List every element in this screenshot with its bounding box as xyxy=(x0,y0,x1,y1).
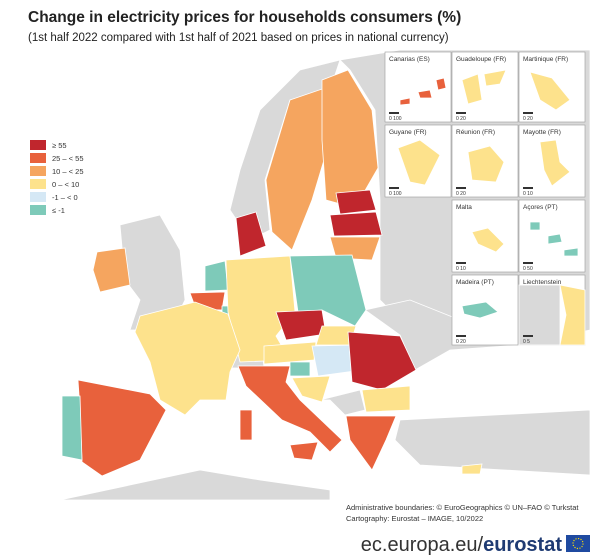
slovenia xyxy=(289,361,311,377)
credit: Administrative boundaries: © EuroGeograp… xyxy=(346,503,579,512)
finland xyxy=(321,69,379,209)
scale-bar xyxy=(523,262,533,264)
martinique xyxy=(529,71,571,111)
latvia xyxy=(329,211,383,237)
scale-label: 0 100 xyxy=(389,191,402,197)
scale-bar xyxy=(456,335,466,337)
denmark xyxy=(235,211,267,257)
ireland xyxy=(92,247,131,293)
land xyxy=(319,389,366,416)
legend-label: -1 – < 0 xyxy=(52,193,78,202)
scale-label: 0 20 xyxy=(456,339,466,345)
estonia xyxy=(335,189,377,215)
scale-label: 0 20 xyxy=(456,191,466,197)
scale-label: 0 100 xyxy=(389,116,402,122)
land xyxy=(394,409,591,476)
legend-swatch xyxy=(30,192,46,202)
canarias xyxy=(417,89,433,99)
acores xyxy=(529,221,541,231)
legend-label: ≤ -1 xyxy=(52,206,65,215)
inset-label: Mayotte (FR) xyxy=(523,129,561,136)
croatia xyxy=(291,375,331,403)
eu-stars xyxy=(572,537,584,550)
reunion xyxy=(467,145,505,183)
mayotte xyxy=(539,139,571,187)
sicily xyxy=(289,441,319,461)
liechtenstein xyxy=(559,284,586,346)
scale-label: 0 10 xyxy=(456,266,466,272)
guadeloupe xyxy=(461,73,483,105)
legend-swatch xyxy=(30,166,46,176)
scale-bar xyxy=(456,112,466,114)
subtitle: (1st half 2022 compared with 1st half of… xyxy=(28,32,449,44)
legend: ≥ 55 25 – < 55 10 – < 25 0 – < 10 -1 – < 0 ≤ … xyxy=(30,140,84,215)
title: Change in electricity prices for househo… xyxy=(28,9,461,26)
france xyxy=(134,301,241,416)
legend-swatch xyxy=(30,179,46,189)
inset-label: Martinique (FR) xyxy=(523,56,568,63)
inset-label: Açores (PT) xyxy=(523,204,558,211)
footer: ec.europa.eu/eurostat xyxy=(361,534,563,556)
inset-label: Guyane (FR) xyxy=(389,129,427,136)
austria xyxy=(263,341,317,365)
insets: Canarias (ES) Guadeloupe (FR) Martinique… xyxy=(384,51,586,346)
footer-brand: eurostat xyxy=(483,534,562,556)
lithuania xyxy=(329,236,381,261)
credit: Cartography: Eurostat – IMAGE, 10/2022 xyxy=(346,514,483,523)
land xyxy=(59,469,331,501)
netherlands xyxy=(204,260,229,292)
scale-label: 0 50 xyxy=(523,266,533,272)
scale-bar xyxy=(523,112,533,114)
inset-label: Réunion (FR) xyxy=(456,129,495,136)
madeira xyxy=(461,301,499,319)
scale-bar xyxy=(523,335,533,337)
scale-bar xyxy=(456,262,466,264)
sardinia xyxy=(239,409,253,441)
malta xyxy=(471,227,505,253)
legend-swatch xyxy=(30,153,46,163)
scale-bar xyxy=(456,187,466,189)
inset-frame xyxy=(451,51,519,123)
scale-bar xyxy=(523,187,533,189)
acores xyxy=(547,233,563,245)
romania xyxy=(347,331,417,391)
inset-label: Madeira (PT) xyxy=(456,279,494,286)
acores xyxy=(563,247,579,257)
eu-flag xyxy=(566,535,590,552)
guyane xyxy=(397,139,441,186)
italy xyxy=(237,365,343,453)
scale-bar xyxy=(389,187,399,189)
legend-label: 10 – < 25 xyxy=(52,167,84,176)
footer-url: ec.europa.eu/ xyxy=(361,534,484,556)
bulgaria xyxy=(361,385,411,413)
scale-label: 0 5 xyxy=(523,339,530,345)
scale-label: 0 20 xyxy=(456,116,466,122)
scale-bar xyxy=(389,112,399,114)
inset-label: Liechtenstein xyxy=(523,279,562,286)
legend-label: 0 – < 10 xyxy=(52,180,79,189)
inset-label: Canarias (ES) xyxy=(389,56,430,63)
guadeloupe xyxy=(483,69,507,87)
portugal xyxy=(61,395,83,461)
legend-label: 25 – < 55 xyxy=(52,154,84,163)
scale-label: 0 10 xyxy=(523,191,533,197)
scale-label: 0 20 xyxy=(523,116,533,122)
greece xyxy=(345,415,397,471)
cyprus xyxy=(461,463,483,475)
canarias xyxy=(435,77,447,91)
legend-label: ≥ 55 xyxy=(52,141,67,150)
inset-label: Guadeloupe (FR) xyxy=(456,56,506,63)
inset-label: Malta xyxy=(456,204,472,211)
legend-swatch xyxy=(30,140,46,150)
legend-swatch xyxy=(30,205,46,215)
canarias xyxy=(399,97,411,106)
